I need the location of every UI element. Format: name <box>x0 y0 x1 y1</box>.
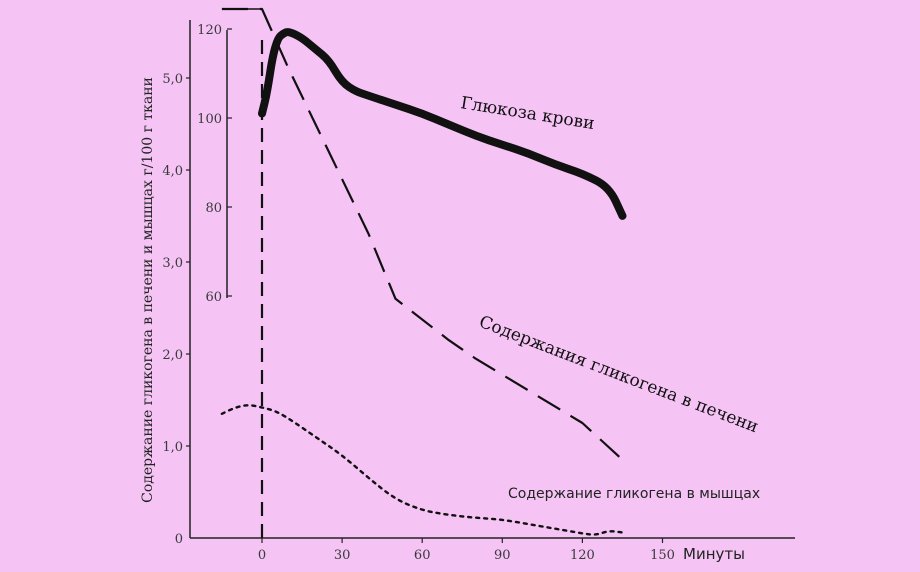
series-line-2 <box>220 404 624 536</box>
series-label-glucose: Глюкоза крови <box>459 93 596 134</box>
x-tick-label: 30 <box>334 548 351 563</box>
y2-tick-label: 120 <box>197 23 222 38</box>
y-axis-title: Содержание гликогена в печени и мышцах г… <box>140 77 156 503</box>
series-label-muscle: Содержание гликогена в мышцах <box>508 486 760 502</box>
series-line-0 <box>258 28 627 220</box>
y2-tick-label: 80 <box>205 201 222 216</box>
series-label-liver: Содержания гликогена в печени <box>476 312 761 437</box>
x-tick-label: 120 <box>570 548 595 563</box>
x-tick-label: 0 <box>258 548 266 563</box>
x-axis-title: Минуты <box>683 545 745 563</box>
y-tick-label: 3,0 <box>162 256 183 271</box>
series-line-1 <box>221 7 624 461</box>
y-tick-label: 0 <box>175 532 183 547</box>
y-tick-label: 5,0 <box>162 72 183 87</box>
y-tick-label: 1,0 <box>162 440 183 455</box>
x-tick-label: 90 <box>494 548 511 563</box>
x-tick-label: 150 <box>650 548 675 563</box>
y-tick-label: 2,0 <box>162 348 183 363</box>
y2-tick-label: 100 <box>197 112 222 127</box>
y2-tick-label: 60 <box>205 290 222 305</box>
y-tick-label: 4,0 <box>162 164 183 179</box>
x-tick-label: 60 <box>414 548 431 563</box>
